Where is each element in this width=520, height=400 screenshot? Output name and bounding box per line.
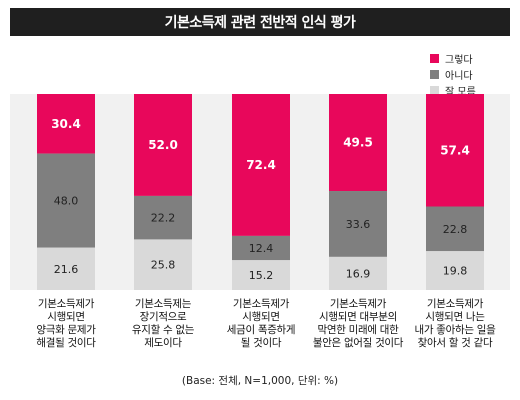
legend-swatch-no xyxy=(430,69,439,79)
bar-yes-1 xyxy=(37,94,95,154)
data-label-yes-3: 72.4 xyxy=(246,158,276,172)
legend-item-no: 아니다 xyxy=(430,66,476,82)
data-label-no-1: 48.0 xyxy=(54,195,79,208)
bar-no-2 xyxy=(134,195,192,240)
data-label-yes-2: 52.0 xyxy=(148,138,178,152)
data-label-no-5: 22.8 xyxy=(443,223,468,236)
data-label-unknown-2: 25.8 xyxy=(151,259,176,272)
bar-unknown-5 xyxy=(426,251,484,290)
bar-yes-4 xyxy=(329,94,387,192)
bar-yes-2 xyxy=(134,94,192,196)
legend-label-unknown: 잘 모름 xyxy=(445,86,476,98)
legend: 그렇다 아니다 잘 모름 xyxy=(430,50,476,98)
bar-no-5 xyxy=(426,206,484,252)
legend-item-unknown: 잘 모름 xyxy=(430,82,476,98)
bar-yes-3 xyxy=(232,94,290,236)
data-label-no-2: 22.2 xyxy=(151,212,176,225)
bar-unknown-4 xyxy=(329,256,387,290)
data-label-unknown-3: 15.2 xyxy=(249,269,274,282)
legend-swatch-yes xyxy=(430,53,439,63)
category-label-2: 기본소득제는 장기적으로 유지할 수 없는 제도이다 xyxy=(131,298,195,349)
data-label-yes-5: 57.4 xyxy=(440,143,470,157)
bar-no-3 xyxy=(232,235,290,261)
legend-label-yes: 그렇다 xyxy=(445,54,473,66)
data-label-yes-4: 49.5 xyxy=(343,136,373,150)
bar-no-1 xyxy=(37,153,95,248)
data-label-unknown-1: 21.6 xyxy=(54,263,79,276)
data-label-no-4: 33.6 xyxy=(346,218,371,231)
legend-label-no: 아니다 xyxy=(445,70,473,82)
footnote: (Base: 전체, N=1,000, 단위: %) xyxy=(181,375,339,387)
legend-swatch-unknown xyxy=(430,85,439,95)
chart-title: 기본소득제 관련 전반적 인식 평가 xyxy=(10,8,510,36)
data-label-no-3: 12.4 xyxy=(249,242,274,255)
category-label-3: 기본소득제가 시행되면 세금이 폭증하게 될 것이다 xyxy=(226,298,296,349)
legend-item-yes: 그렇다 xyxy=(430,50,476,66)
data-label-unknown-4: 16.9 xyxy=(346,267,371,280)
category-label-5: 기본소득제가 시행되면 나는 내가 좋아하는 일을 찾아서 할 것 같다 xyxy=(414,298,496,349)
data-label-yes-1: 30.4 xyxy=(51,117,81,131)
bar-yes-5 xyxy=(426,94,484,207)
bar-no-4 xyxy=(329,191,387,257)
bar-unknown-3 xyxy=(232,260,290,290)
bar-unknown-1 xyxy=(37,247,95,290)
category-label-4: 기본소득제가 시행되면 대부분의 막연한 미래에 대한 불안은 없어질 것이다 xyxy=(312,298,404,349)
bar-unknown-2 xyxy=(134,239,192,290)
data-label-unknown-5: 19.8 xyxy=(443,265,468,278)
category-label-1: 기본소득제가 시행되면 양극화 문제가 해결될 것이다 xyxy=(36,298,96,349)
